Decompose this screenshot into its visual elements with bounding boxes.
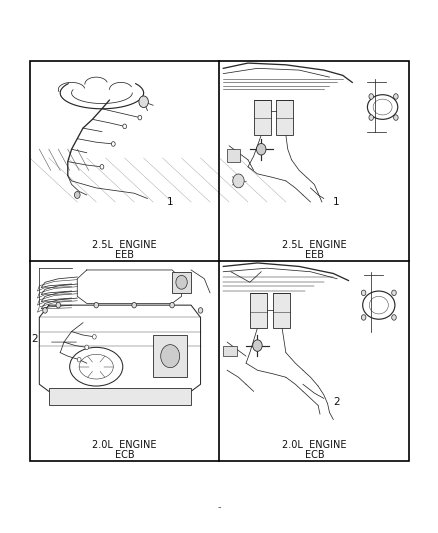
Circle shape	[368, 115, 373, 120]
Circle shape	[74, 191, 80, 198]
Text: ECB: ECB	[115, 450, 134, 460]
Bar	[172, 272, 191, 293]
Bar	[153, 335, 187, 377]
Circle shape	[111, 142, 115, 146]
Text: 2.5L  ENGINE: 2.5L ENGINE	[281, 240, 346, 250]
Text: 2.0L  ENGINE: 2.0L ENGINE	[282, 440, 346, 450]
Bar	[30, 61, 408, 461]
Circle shape	[138, 115, 141, 120]
Circle shape	[391, 314, 396, 320]
Circle shape	[256, 143, 265, 155]
Text: 2.5L  ENGINE: 2.5L ENGINE	[92, 240, 157, 250]
Bar	[249, 293, 266, 328]
Circle shape	[368, 94, 373, 99]
Bar	[253, 100, 270, 135]
Circle shape	[393, 94, 397, 99]
Text: 2.0L  ENGINE: 2.0L ENGINE	[92, 440, 156, 450]
Text: 1: 1	[166, 197, 173, 207]
Circle shape	[94, 302, 98, 308]
Text: 2: 2	[332, 397, 339, 407]
Circle shape	[252, 340, 261, 351]
Circle shape	[160, 345, 179, 368]
Circle shape	[198, 308, 202, 313]
Circle shape	[360, 290, 365, 296]
Text: -: -	[217, 503, 221, 512]
Text: EEB: EEB	[304, 250, 323, 260]
Bar	[223, 345, 236, 356]
Circle shape	[360, 314, 365, 320]
Circle shape	[170, 302, 174, 308]
Circle shape	[85, 345, 88, 350]
Circle shape	[391, 290, 396, 296]
Circle shape	[138, 96, 148, 108]
Text: EEB: EEB	[115, 250, 134, 260]
Bar	[272, 293, 289, 328]
Circle shape	[232, 174, 244, 188]
Circle shape	[176, 276, 187, 289]
Circle shape	[100, 165, 103, 169]
Circle shape	[77, 357, 81, 362]
Circle shape	[92, 335, 96, 339]
Bar	[49, 388, 191, 406]
Text: ECB: ECB	[304, 450, 323, 460]
Circle shape	[393, 115, 397, 120]
Bar	[226, 149, 240, 161]
Circle shape	[56, 302, 60, 308]
Circle shape	[131, 302, 136, 308]
Text: 1: 1	[332, 197, 339, 207]
Circle shape	[123, 124, 126, 128]
Text: 2: 2	[31, 334, 37, 344]
Circle shape	[42, 308, 47, 313]
Bar	[276, 100, 293, 135]
